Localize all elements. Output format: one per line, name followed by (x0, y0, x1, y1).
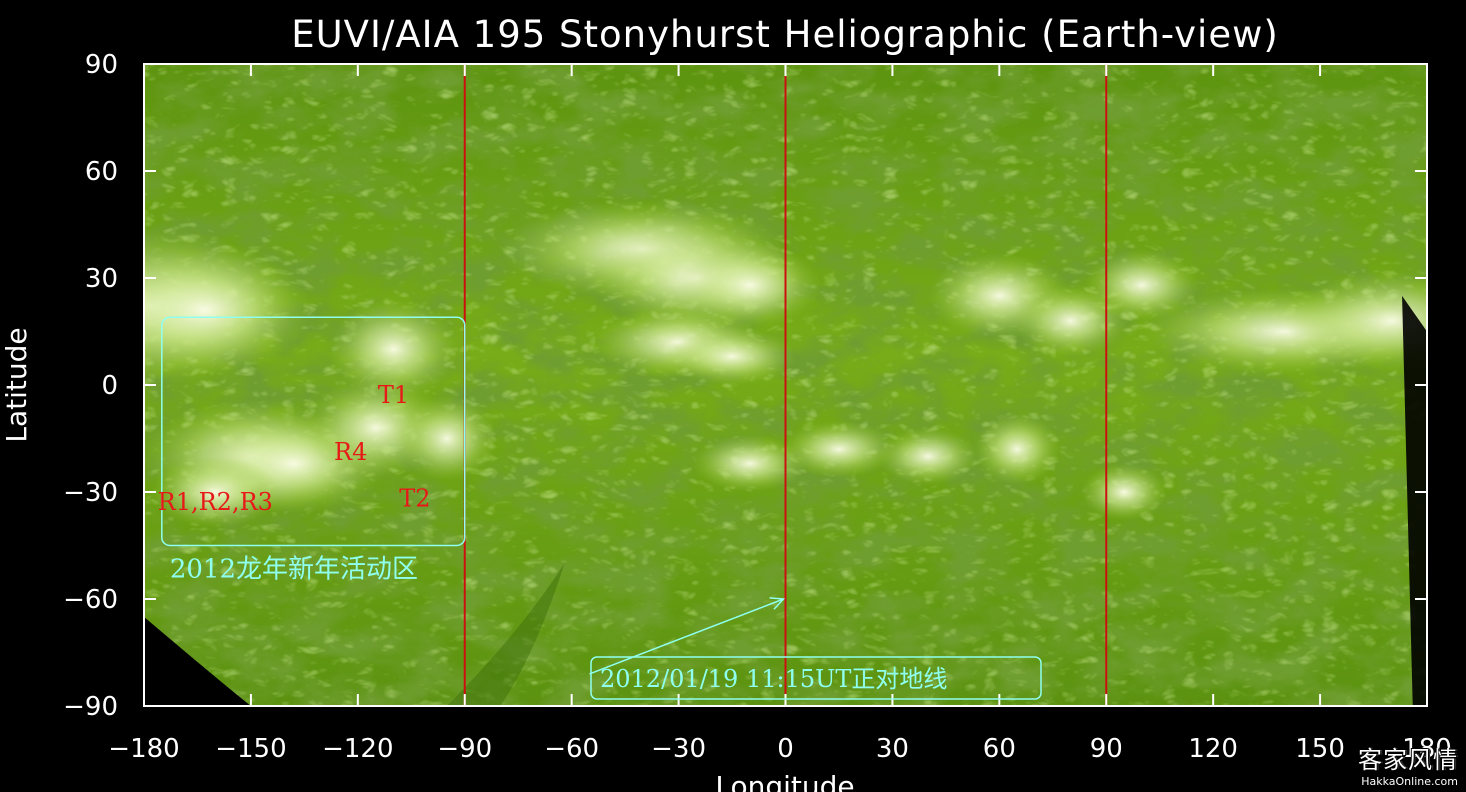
x-axis-label: Longitude (715, 770, 854, 792)
watermark-site-name: 客家风情 (1358, 746, 1458, 774)
region-label-t1: T1 (378, 381, 409, 409)
x-tick-label: 60 (983, 734, 1016, 764)
region-label-t2: T2 (399, 484, 430, 512)
x-tick-label: −120 (322, 734, 393, 764)
central-meridian-annotation: 2012/01/19 11:15UT正对地线 (600, 665, 947, 693)
watermark-url: HakkaOnline.com (1361, 775, 1458, 788)
x-tick-label: 30 (876, 734, 909, 764)
x-tick-label: −150 (215, 734, 286, 764)
x-tick-label: −30 (651, 734, 706, 764)
annotations: 2012龙年新年活动区 T1 R4 R1,R2,R3 T2 2012/01/19 11… (158, 316, 1042, 700)
active-region-label: 2012龙年新年活动区 (170, 555, 418, 585)
bright-active-regions (144, 199, 1427, 528)
chart-title: EUVI/AIA 195 Stonyhurst Heliographic (Ea… (291, 13, 1279, 56)
region-label-r1-r2-r3: R1,R2,R3 (158, 488, 273, 516)
x-tick-label: 0 (777, 734, 794, 764)
site-watermark: 客家风情 HakkaOnline.com (1358, 740, 1458, 788)
y-tick-label: 30 (85, 264, 118, 294)
x-tick-label: 120 (1188, 734, 1238, 764)
solar-surface-map (144, 64, 1427, 706)
y-tick-label: −60 (63, 585, 118, 615)
x-tick-label: −60 (544, 734, 599, 764)
x-tick-label: −90 (437, 734, 492, 764)
x-tick-label: 180 (1402, 734, 1452, 764)
region-labels: T1 R4 R1,R2,R3 T2 (158, 381, 431, 516)
x-tick-label: 150 (1295, 734, 1345, 764)
plot-area: −180 −150 −120 −90 −60 −30 0 30 60 90 120 150 180 −9… (63, 50, 1452, 764)
y-tick-label: 60 (85, 157, 118, 187)
y-tick-label: −30 (63, 478, 118, 508)
x-tick-label: 90 (1090, 734, 1123, 764)
central-meridian-arrow (589, 598, 784, 675)
dark-corner-patches (144, 295, 1427, 706)
x-tick-label: −180 (108, 734, 179, 764)
central-meridian-arrowhead (769, 597, 786, 610)
y-tick-label: −90 (63, 692, 118, 722)
region-label-r4: R4 (334, 438, 367, 466)
y-tick-label: 0 (101, 371, 118, 401)
y-axis-ticks: −90 −60 −30 0 30 60 90 (63, 50, 1427, 722)
active-region-box (161, 316, 466, 547)
central-meridian-annotation-box (590, 656, 1042, 700)
y-axis-label: Latitude (0, 327, 33, 442)
x-axis-ticks: −180 −150 −120 −90 −60 −30 0 30 60 90 120 150 180 (108, 64, 1452, 764)
y-tick-label: 90 (85, 50, 118, 80)
